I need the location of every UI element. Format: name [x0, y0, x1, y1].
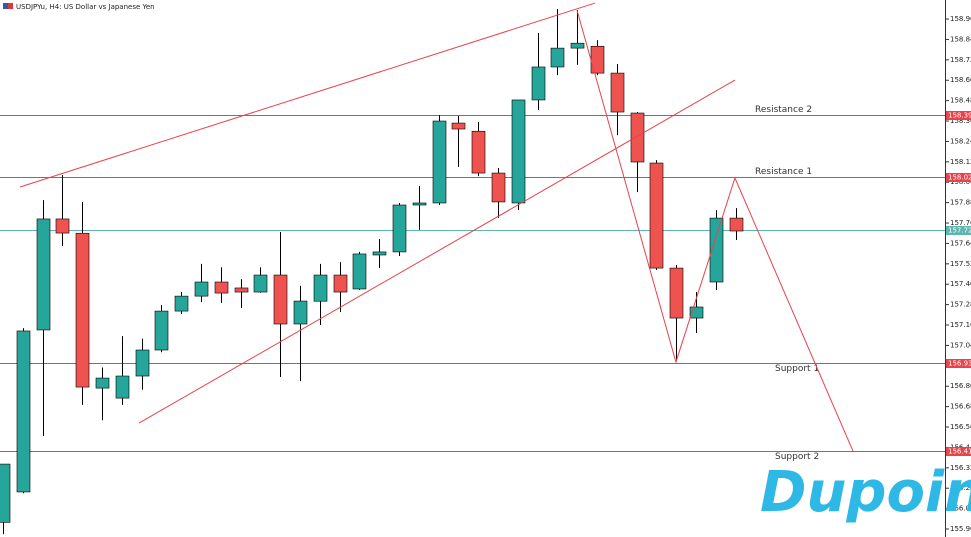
level-price-label: 156.937 — [948, 360, 971, 368]
candle-body — [313, 274, 328, 302]
y-tick-label: 158.840 — [950, 35, 971, 43]
candle-body — [649, 162, 664, 269]
symbol-icon — [8, 3, 13, 9]
y-tick-label: 157.640 — [950, 239, 971, 247]
candle-body — [412, 202, 427, 206]
candle-body — [471, 130, 486, 174]
candle-body — [174, 295, 189, 312]
trend-line — [576, 9, 854, 452]
watermark: Dupoin — [760, 460, 971, 525]
y-tick-label: 157.520 — [950, 260, 971, 268]
candle-body — [491, 172, 506, 203]
candle-body — [154, 310, 169, 351]
candle-body — [432, 120, 447, 204]
candle-body — [55, 218, 70, 234]
candle-body — [194, 281, 209, 297]
y-tick-label: 156.680 — [950, 403, 971, 411]
y-tick-label: 158.240 — [950, 137, 971, 145]
y-tick-label: 157.280 — [950, 301, 971, 309]
candle-body — [630, 112, 645, 163]
level-price-box — [946, 173, 971, 182]
candle-body — [135, 349, 150, 377]
y-tick-label: 155.960 — [950, 525, 971, 533]
level-price-box — [946, 447, 971, 456]
y-tick-label: 158.120 — [950, 158, 971, 166]
candle-body — [392, 204, 407, 253]
candle-body — [234, 287, 249, 293]
candle-body — [451, 122, 466, 130]
symbol-icon — [3, 3, 9, 9]
level-price-label: 158.029 — [948, 174, 971, 182]
y-tick-label: 157.400 — [950, 280, 971, 288]
candle-body — [610, 72, 625, 113]
price-line-box — [946, 226, 971, 235]
y-tick-label: 156.320 — [950, 464, 971, 472]
candle-body — [293, 300, 308, 325]
level-price-label: 156.417 — [948, 448, 971, 456]
y-tick-label: 156.560 — [950, 423, 971, 431]
candle-body — [95, 377, 110, 389]
candle-body — [709, 217, 724, 283]
y-tick-label: 157.040 — [950, 341, 971, 349]
candle-body — [253, 274, 268, 293]
y-tick-label: 156.080 — [950, 505, 971, 513]
candle-body — [550, 47, 565, 68]
candle-body — [352, 253, 367, 290]
level-price-label: 158.398 — [948, 112, 971, 120]
level-name: Support 1 — [775, 364, 819, 374]
candle-body — [0, 463, 11, 523]
price-line-label: 157.720 — [948, 227, 971, 235]
y-tick-label: 157.880 — [950, 199, 971, 207]
level-name: Resistance 2 — [755, 105, 812, 115]
trend-line — [138, 79, 736, 424]
y-tick-label: 156.800 — [950, 382, 971, 390]
level-price-box — [946, 359, 971, 368]
trend-line — [19, 2, 596, 188]
y-tick-label: 158.960 — [950, 15, 971, 23]
level-price-box — [946, 111, 971, 120]
level-name: Resistance 1 — [755, 167, 812, 177]
candle-body — [531, 66, 546, 101]
y-tick-label: 158.600 — [950, 76, 971, 84]
candle-body — [570, 42, 585, 49]
y-tick-label: 158.720 — [950, 56, 971, 64]
candle-body — [669, 267, 684, 319]
candle-body — [689, 306, 704, 319]
level-name: Support 2 — [775, 452, 819, 462]
candle-body — [115, 375, 130, 399]
candle-body — [273, 274, 288, 325]
candle-body — [590, 45, 605, 74]
y-tick-label: 157.160 — [950, 321, 971, 329]
y-tick-label: 158.000 — [950, 178, 971, 186]
y-tick-label: 156.200 — [950, 484, 971, 492]
y-tick-label: 158.360 — [950, 117, 971, 125]
candle-body — [511, 99, 526, 204]
candle-body — [729, 217, 744, 232]
y-tick-label: 158.480 — [950, 97, 971, 105]
y-tick-label: 157.760 — [950, 219, 971, 227]
candle-body — [214, 281, 229, 294]
candle-body — [36, 218, 51, 331]
candle-body — [16, 330, 31, 493]
candle-body — [75, 232, 90, 388]
candle-body — [372, 251, 387, 256]
chart-title: USDJPYu, H4: US Dollar vs Japanese Yen — [16, 3, 155, 11]
candle-body — [333, 274, 348, 293]
